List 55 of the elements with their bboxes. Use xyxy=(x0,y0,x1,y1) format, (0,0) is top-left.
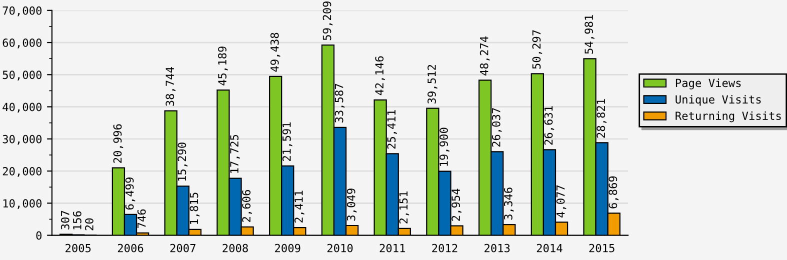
y-tick-label: 0 xyxy=(36,231,42,240)
x-tick-label: 2010 xyxy=(327,244,353,252)
data-label: 20 xyxy=(85,218,94,230)
data-label: 25,411 xyxy=(387,110,398,149)
x-tick-label: 2014 xyxy=(536,244,562,252)
legend-label: Returning Visits xyxy=(676,111,781,122)
data-label: 19,900 xyxy=(440,128,450,166)
x-tick-label: 2008 xyxy=(222,244,248,252)
data-label: 3,346 xyxy=(504,188,514,220)
data-label: 15,290 xyxy=(178,142,188,181)
data-label: 746 xyxy=(137,209,146,228)
data-label: 39,512 xyxy=(428,64,438,104)
y-tick-label: 30,000 xyxy=(2,134,42,145)
data-label: 2,954 xyxy=(452,188,462,221)
data-label: 1,815 xyxy=(190,192,200,224)
data-label: 48,274 xyxy=(480,36,490,76)
data-label: 50,297 xyxy=(532,30,542,69)
x-tick-label: 2011 xyxy=(380,244,405,252)
data-label: 42,146 xyxy=(375,56,385,96)
data-label: 21,591 xyxy=(282,122,292,161)
data-label: 156 xyxy=(72,211,82,230)
legend-label: Unique Visits xyxy=(676,95,761,106)
x-tick-label: 2012 xyxy=(432,244,458,252)
x-tick-label: 2013 xyxy=(484,244,510,252)
data-label: 6,869 xyxy=(608,176,619,208)
data-label: 59,209 xyxy=(322,2,333,40)
legend-label: Page Views xyxy=(676,78,741,90)
data-label: 26,037 xyxy=(492,108,502,147)
data-label: 2,411 xyxy=(294,190,304,223)
data-label: 2,606 xyxy=(242,190,252,222)
data-label: 45,189 xyxy=(218,46,228,86)
data-label: 28,821 xyxy=(596,99,606,138)
x-tick-label: 2006 xyxy=(118,244,144,252)
y-tick-label: 20,000 xyxy=(2,167,42,177)
data-label: 6,499 xyxy=(125,178,136,210)
data-label: 4,077 xyxy=(556,185,566,218)
x-tick-label: 2007 xyxy=(170,244,196,252)
y-tick-label: 70,000 xyxy=(2,6,42,16)
data-label: 54,981 xyxy=(584,15,594,54)
x-tick-label: 2015 xyxy=(589,244,614,252)
x-tick-label: 2009 xyxy=(275,244,300,252)
data-label: 26,631 xyxy=(544,106,554,145)
data-label: 2,151 xyxy=(399,192,410,224)
data-label: 49,438 xyxy=(270,32,280,72)
y-tick-label: 60,000 xyxy=(2,38,42,48)
y-tick-label: 10,000 xyxy=(3,199,42,209)
data-label: 17,725 xyxy=(230,134,240,173)
data-label: 38,744 xyxy=(166,67,176,106)
y-tick-label: 50,000 xyxy=(2,70,42,80)
data-label: 33,587 xyxy=(334,84,345,122)
data-label: 20,996 xyxy=(113,124,124,163)
data-label: 3,049 xyxy=(346,188,357,221)
data-label: 307 xyxy=(60,210,70,230)
x-tick-label: 2005 xyxy=(66,244,91,252)
y-tick-label: 40,000 xyxy=(2,102,42,113)
